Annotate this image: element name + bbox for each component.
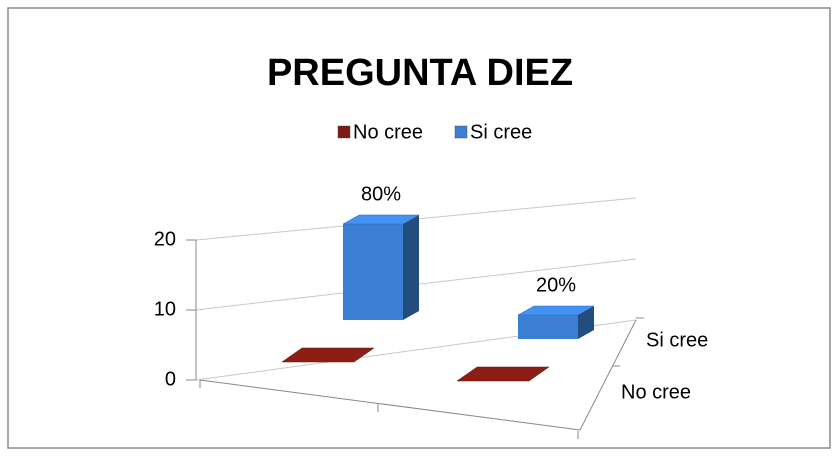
bar <box>517 305 595 339</box>
y-tick-label: 10 <box>154 298 176 320</box>
data-label: 80% <box>361 183 401 205</box>
bar <box>342 214 420 320</box>
legend-swatch <box>337 125 351 139</box>
legend-label: No cree <box>353 121 423 143</box>
bar-front <box>518 315 578 339</box>
bar-top <box>517 305 595 316</box>
bar-top <box>281 347 375 363</box>
bar-side <box>578 306 594 339</box>
bar <box>456 366 550 382</box>
floor-side <box>579 319 637 431</box>
bar-front <box>343 224 403 320</box>
data-label: 20% <box>536 274 576 296</box>
bar <box>281 347 375 363</box>
legend-label: Si cree <box>470 121 532 143</box>
y-tick-label: 0 <box>165 368 176 390</box>
depth-label: No cree <box>621 381 691 403</box>
bar-top <box>456 366 550 382</box>
floor-front <box>199 379 581 431</box>
bar-side <box>403 215 419 320</box>
legend-swatch <box>454 125 468 139</box>
chart-title: PREGUNTA DIEZ <box>267 52 573 94</box>
bar-top <box>342 214 420 225</box>
y-tick-label: 20 <box>154 228 176 250</box>
depth-label: Si cree <box>646 329 708 351</box>
